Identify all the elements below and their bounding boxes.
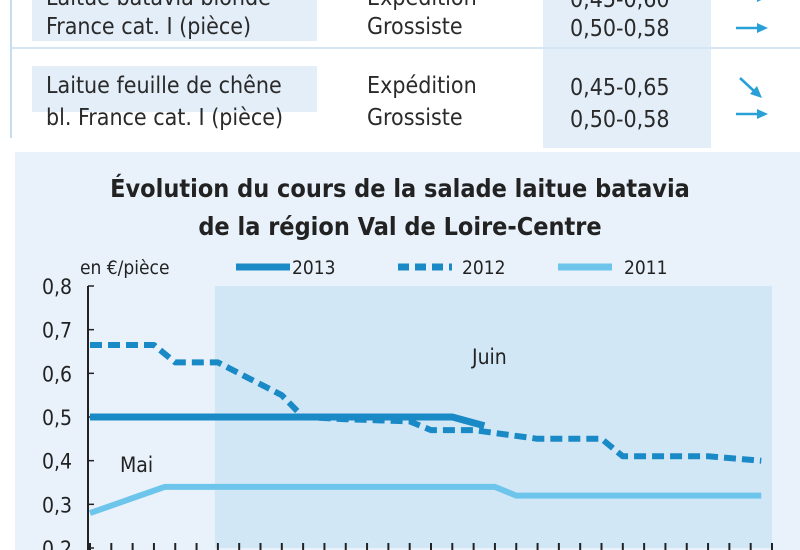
table-left-rule [10, 0, 12, 138]
price-range: 0,50-0,58 [570, 107, 670, 133]
series-line-2011 [89, 483, 762, 516]
series-line-2012 [90, 342, 762, 464]
row-divider [12, 47, 800, 49]
y-tick-label: 0,4 [42, 450, 72, 474]
arrow-right-icon [736, 109, 768, 119]
series-line-2013 [90, 413, 486, 430]
market-grossiste: Grossiste [367, 14, 463, 40]
y-tick-label: 0,6 [42, 362, 72, 386]
arrow-right-icon [736, 23, 768, 33]
y-unit-label: en €/pièce [80, 257, 169, 279]
y-tick-label: 0,2 [42, 537, 72, 550]
price-range: 0,50-0,58 [570, 16, 670, 42]
arrow-down-right-icon [739, 77, 762, 98]
legend-label-2012: 2012 [462, 257, 506, 279]
legend-label-2013: 2013 [292, 257, 336, 279]
period-label-juin: Juin [471, 345, 507, 369]
product-name-line1: Laitue batavia blonde [46, 0, 271, 13]
y-tick-label: 0,3 [42, 493, 72, 517]
y-tick-label: 0,5 [42, 406, 72, 430]
product-name-line1: Laitue feuille de chêne [46, 73, 282, 99]
price-range: 0,45-0,65 [570, 75, 670, 101]
arrow-right-icon [757, 0, 762, 2]
price-table: Laitue batavia blonde France cat. I (piè… [0, 0, 800, 150]
y-tick-label: 0,8 [42, 275, 72, 299]
price-range: 0,45-0,60 [570, 0, 670, 13]
trend-arrows [736, 0, 768, 119]
period-label-mai: Mai [120, 453, 153, 477]
market-expedition: Expédition [367, 0, 477, 13]
product-cell-2 [32, 66, 317, 112]
product-cell-1 [32, 0, 317, 41]
chart-subtitle: de la région Val de Loire-Centre [198, 212, 602, 241]
price-column-band [543, 0, 711, 148]
y-tick-label: 0,7 [42, 319, 72, 343]
legend-label-2011: 2011 [624, 257, 668, 279]
market-grossiste: Grossiste [367, 105, 463, 131]
product-name-line2: France cat. I (pièce) [46, 14, 252, 40]
chart-title: Évolution du cours de la salade laitue b… [110, 174, 690, 203]
product-name-line2: bl. France cat. I (pièce) [46, 105, 284, 131]
market-expedition: Expédition [367, 73, 477, 99]
